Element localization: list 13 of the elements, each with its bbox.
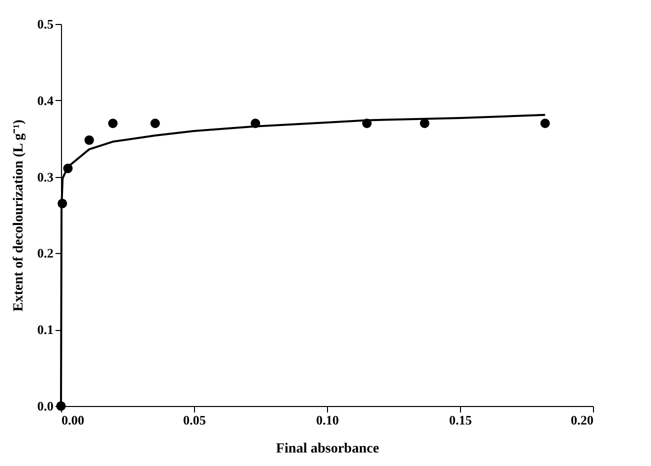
y-tick-label: 0.4 [37,92,54,108]
y-tick-label: 0.0 [37,398,54,414]
x-tick-label: 0.15 [449,412,472,428]
x-tick-label: 0.00 [62,412,84,428]
x-tick-label: 0.05 [183,412,206,428]
y-axis-title: Extent of decolourization (L g⁻¹) [11,119,26,312]
y-tick-label: 0.3 [37,169,54,184]
y-tick-label: 0.2 [37,246,54,261]
x-tick-label: 0.10 [316,412,339,428]
x-tick-label: 0.20 [570,412,594,428]
y-tick-label: 0.1 [37,322,54,338]
x-axis-title: Final absorbance [276,442,380,456]
y-tick-label: 0.5 [37,16,54,32]
